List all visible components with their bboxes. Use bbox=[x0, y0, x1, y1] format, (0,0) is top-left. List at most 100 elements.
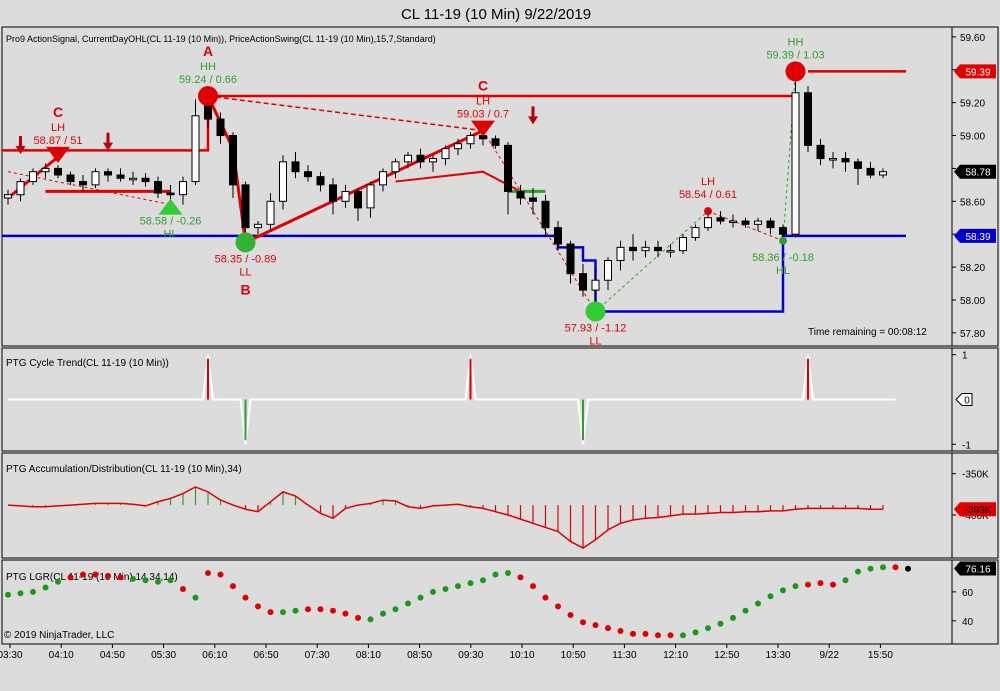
candle-up bbox=[466, 135, 475, 145]
lgr-dot bbox=[405, 600, 411, 607]
lgr-dot bbox=[767, 593, 774, 600]
value-tag-label: -393K bbox=[965, 505, 992, 516]
swing-high-dot bbox=[785, 61, 806, 82]
candle-up bbox=[341, 190, 350, 202]
lgr-dot bbox=[605, 625, 611, 632]
x-tick-label: 12:10 bbox=[663, 650, 688, 661]
candle-up bbox=[791, 92, 800, 235]
candle-down bbox=[516, 190, 525, 199]
candle-up bbox=[266, 200, 275, 225]
candle-up bbox=[666, 250, 675, 253]
price-tag-label: 58.78 bbox=[965, 168, 990, 179]
candle-down bbox=[566, 243, 575, 275]
lgr-dot bbox=[467, 580, 474, 587]
chart-panels: 57.8058.0058.2058.4058.6058.8059.0059.20… bbox=[0, 26, 999, 661]
ad-panel-title: PTG Accumulation/Distribution(CL 11-19 (… bbox=[6, 464, 242, 475]
lgr-dot bbox=[517, 574, 524, 581]
lgr-dot bbox=[17, 590, 24, 597]
candle-down bbox=[229, 135, 237, 186]
y-tick-label: 57.80 bbox=[960, 329, 985, 340]
swing-high-triangle bbox=[471, 120, 495, 137]
candle-up bbox=[391, 161, 400, 173]
lgr-dot bbox=[680, 632, 686, 639]
value-tag-label: 0 bbox=[964, 396, 970, 407]
y-tick-label: 60 bbox=[962, 588, 974, 599]
swing-type-label: HH bbox=[200, 61, 216, 73]
candle-up bbox=[754, 220, 762, 225]
lgr-dot bbox=[242, 594, 249, 601]
y-tick-label: 58.00 bbox=[960, 296, 985, 307]
lgr-dot bbox=[492, 571, 499, 578]
x-tick-label: 03:30 bbox=[0, 650, 23, 661]
lgr-dot bbox=[217, 571, 224, 578]
x-tick-label: 04:50 bbox=[100, 650, 125, 661]
lgr-dot bbox=[717, 620, 724, 627]
candle-down bbox=[554, 227, 562, 245]
swing-type-label: LH bbox=[476, 96, 490, 108]
swing-point-dot bbox=[779, 236, 787, 245]
lgr-dot bbox=[192, 594, 199, 601]
lgr-dot bbox=[555, 603, 561, 610]
candle-up bbox=[454, 143, 462, 150]
candle-down bbox=[654, 246, 662, 252]
candle-up bbox=[729, 220, 737, 224]
y-tick-label: -400K bbox=[962, 511, 989, 522]
swing-letter-label: B bbox=[240, 281, 250, 297]
lgr-dot bbox=[792, 583, 799, 590]
swing-letter-label: C bbox=[478, 78, 488, 94]
candle-down bbox=[804, 92, 812, 146]
candle-down bbox=[166, 192, 175, 196]
lgr-dot bbox=[817, 580, 824, 587]
candle-up bbox=[129, 177, 137, 181]
candle-up bbox=[704, 217, 712, 229]
x-tick-label: 04:10 bbox=[49, 650, 74, 661]
lgr-dot bbox=[755, 600, 761, 607]
candle-down bbox=[779, 227, 787, 235]
swing-type-label: HL bbox=[776, 265, 790, 277]
lgr-dot bbox=[117, 574, 124, 581]
y-tick-label: 59.00 bbox=[960, 132, 985, 143]
swing-value-label: 58.87 / 51 bbox=[34, 135, 83, 147]
lgr-dot bbox=[505, 570, 511, 577]
candle-down bbox=[54, 167, 62, 176]
swing-high-dot bbox=[198, 86, 218, 107]
value-tag bbox=[954, 502, 996, 517]
lgr-dot bbox=[705, 625, 711, 632]
candle-up bbox=[41, 167, 50, 173]
candle-up bbox=[29, 171, 37, 183]
ad-line bbox=[7, 486, 883, 549]
candle-up bbox=[16, 181, 25, 196]
candle-up bbox=[404, 154, 412, 163]
y-tick-label: 58.60 bbox=[960, 197, 985, 208]
x-tick-label: 06:10 bbox=[202, 650, 227, 661]
value-tag-label: 76.16 bbox=[965, 564, 990, 575]
candle-down bbox=[104, 171, 112, 176]
lgr-dot bbox=[280, 609, 286, 616]
lgr-dot bbox=[530, 583, 536, 590]
lgr-dot bbox=[167, 577, 174, 584]
x-tick-label: 12:50 bbox=[714, 650, 739, 661]
candle-up bbox=[4, 194, 12, 199]
lgr-dot bbox=[742, 607, 749, 614]
swing-dash bbox=[782, 71, 796, 241]
lgr-dot bbox=[905, 565, 911, 572]
sell-signal-arrow-head bbox=[103, 142, 113, 151]
candle-down bbox=[854, 161, 862, 169]
x-tick-label: 10:50 bbox=[561, 650, 586, 661]
swing-low-triangle bbox=[158, 198, 183, 215]
price-tag-label: 58.39 bbox=[965, 232, 990, 243]
sell-signal-arrow-head bbox=[528, 116, 538, 125]
lgr-dot bbox=[580, 619, 586, 626]
lgr-dot bbox=[292, 607, 299, 614]
lgr-dot bbox=[80, 571, 86, 578]
price-tag bbox=[954, 228, 996, 243]
candle-up bbox=[429, 158, 437, 163]
swing-dash bbox=[7, 171, 171, 206]
lgr-dot bbox=[867, 565, 874, 572]
swing-point-dot bbox=[704, 207, 712, 216]
lgr-dot bbox=[380, 610, 386, 617]
lgr-dot bbox=[480, 577, 486, 584]
swing-dash bbox=[595, 210, 709, 312]
x-tick-label: 06:50 bbox=[253, 650, 278, 661]
